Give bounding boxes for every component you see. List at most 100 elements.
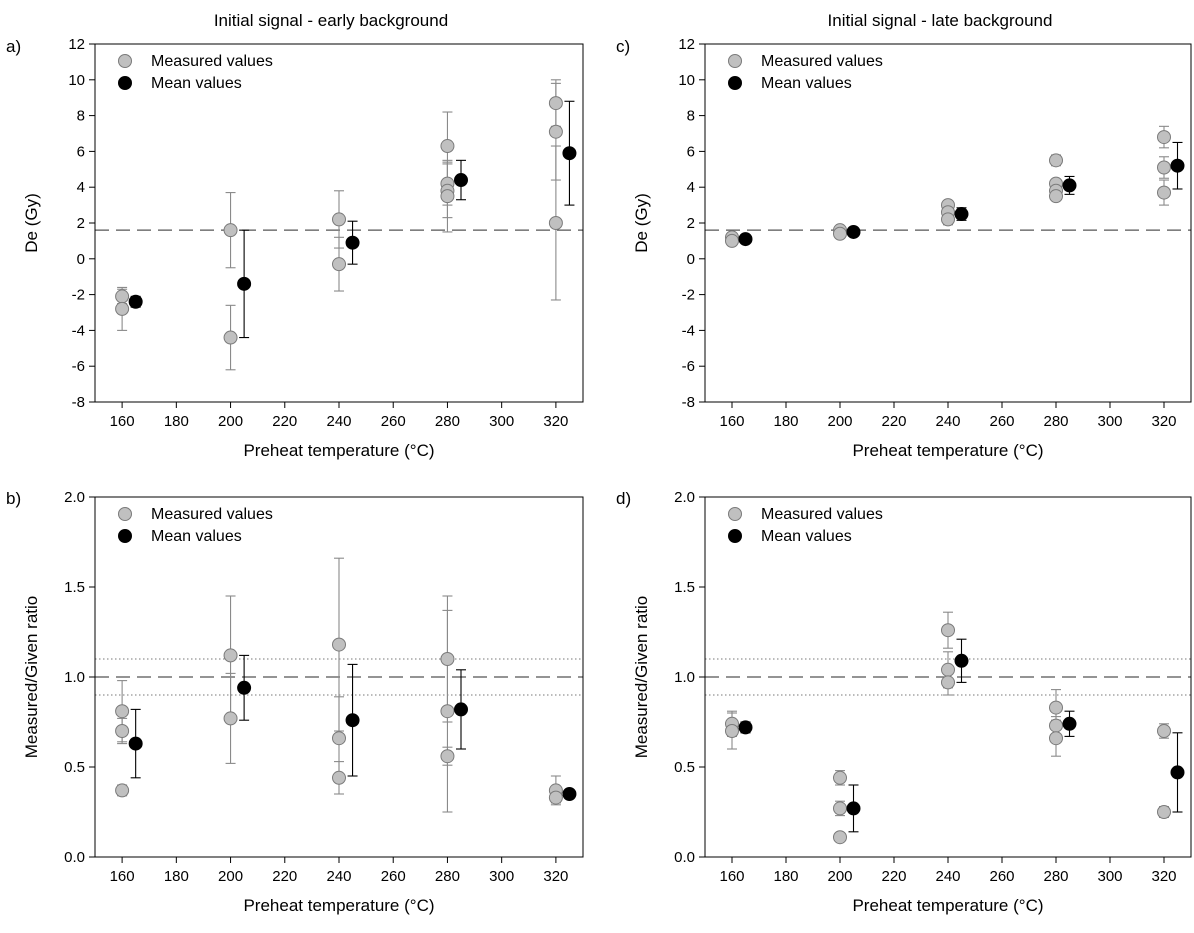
measured-series <box>725 125 1171 248</box>
measured-point <box>548 216 563 230</box>
y-tick-label: 0.0 <box>674 849 695 866</box>
measured-point <box>440 704 455 719</box>
mean-point <box>237 276 252 291</box>
x-tick-label: 300 <box>489 868 514 885</box>
x-tick-label: 180 <box>164 413 189 430</box>
measured-point <box>548 790 563 805</box>
legend-marker <box>118 529 132 543</box>
y-tick-label: 4 <box>687 179 695 196</box>
mean-point <box>738 232 753 247</box>
x-tick-label: 240 <box>935 868 960 885</box>
legend-marker <box>118 54 132 68</box>
measured-point <box>833 830 847 845</box>
mean-series <box>128 100 577 339</box>
x-tick-label: 160 <box>719 868 744 885</box>
x-tick-label: 300 <box>1097 413 1122 430</box>
y-axis-label: Measured/Given ratio <box>22 596 41 759</box>
y-tick-label: 6 <box>687 143 695 160</box>
measured-point <box>440 749 455 764</box>
y-tick-label: -4 <box>72 322 85 339</box>
legend-marker <box>118 76 132 90</box>
mean-series <box>738 141 1185 247</box>
x-tick-label: 220 <box>881 868 906 885</box>
measured-point <box>941 212 955 227</box>
chart-panel: 160 180 200 220 240 260 280 300 320 0.0 0.5 1.0 1.5 2… <box>6 489 584 915</box>
measured-point <box>941 623 955 638</box>
legend-entry: Mean values <box>151 75 242 92</box>
measured-point <box>223 648 238 663</box>
measured-point <box>440 139 455 154</box>
y-tick-label: 2 <box>687 215 695 232</box>
mean-point <box>237 680 252 695</box>
mean-series <box>128 654 577 801</box>
measured-point <box>115 289 130 304</box>
y-tick-label: -6 <box>72 358 85 375</box>
y-axis-label: Measured/Given ratio <box>632 596 651 759</box>
measured-point <box>1157 130 1171 145</box>
y-tick-label: 2.0 <box>674 489 695 506</box>
x-tick-label: 200 <box>827 868 852 885</box>
x-tick-label: 300 <box>1097 868 1122 885</box>
x-tick-label: 220 <box>272 868 297 885</box>
x-axis-label: Preheat temperature (°C) <box>852 441 1043 460</box>
x-tick-label: 260 <box>381 868 406 885</box>
y-tick-label: -2 <box>682 287 695 304</box>
chart-title: Initial signal - early background <box>214 11 448 30</box>
measured-point <box>725 724 739 738</box>
mean-point <box>954 207 969 222</box>
mean-point <box>345 713 360 728</box>
measured-point <box>223 223 238 238</box>
legend-entry: Mean values <box>151 528 242 545</box>
mean-point <box>562 146 577 161</box>
y-tick-label: -6 <box>682 358 695 375</box>
legend-marker <box>728 54 742 68</box>
measured-point <box>1157 160 1171 175</box>
x-tick-label: 320 <box>1151 413 1176 430</box>
x-tick-label: 200 <box>827 413 852 430</box>
x-tick-label: 160 <box>719 413 744 430</box>
legend-marker <box>728 529 742 543</box>
y-tick-label: -8 <box>682 394 695 411</box>
chart-title: Initial signal - late background <box>828 11 1053 30</box>
measured-series <box>115 79 563 371</box>
x-tick-label: 160 <box>110 868 135 885</box>
mean-point <box>1062 716 1077 731</box>
x-tick-label: 320 <box>543 413 568 430</box>
legend-entry: Measured values <box>151 506 273 523</box>
measured-point <box>1157 805 1171 819</box>
mean-series <box>738 638 1185 833</box>
y-tick-label: 0.5 <box>64 759 85 776</box>
measured-point <box>833 770 847 785</box>
y-tick-label: 6 <box>77 143 85 160</box>
x-tick-label: 200 <box>218 413 243 430</box>
measured-point <box>548 96 563 111</box>
y-tick-label: 8 <box>77 108 85 125</box>
x-axis-label: Preheat temperature (°C) <box>852 896 1043 915</box>
measured-point <box>115 724 130 738</box>
measured-point <box>440 652 455 666</box>
x-tick-label: 180 <box>164 868 189 885</box>
measured-point <box>115 704 130 719</box>
measured-point <box>941 675 955 690</box>
measured-point <box>1049 718 1063 733</box>
y-axis-label: De (Gy) <box>632 193 651 253</box>
x-tick-label: 220 <box>881 413 906 430</box>
legend-marker <box>728 507 742 521</box>
y-tick-label: 0 <box>687 251 695 268</box>
mean-point <box>846 801 861 816</box>
y-tick-label: 2.0 <box>64 489 85 506</box>
measured-point <box>941 662 955 677</box>
legend-entry: Measured values <box>151 53 273 70</box>
measured-point <box>223 711 238 726</box>
panel-letter: b) <box>6 489 21 508</box>
measured-point <box>1049 153 1063 168</box>
measured-point <box>440 189 455 204</box>
chart-panel: 160 180 200 220 240 260 280 300 320 0.0 0.5 1.0 1.5 2… <box>616 489 1192 915</box>
x-tick-label: 180 <box>773 868 798 885</box>
measured-point <box>548 124 563 139</box>
measured-point <box>332 770 346 785</box>
y-tick-label: 0 <box>77 251 85 268</box>
measured-point <box>115 301 130 316</box>
measured-point <box>332 637 346 652</box>
